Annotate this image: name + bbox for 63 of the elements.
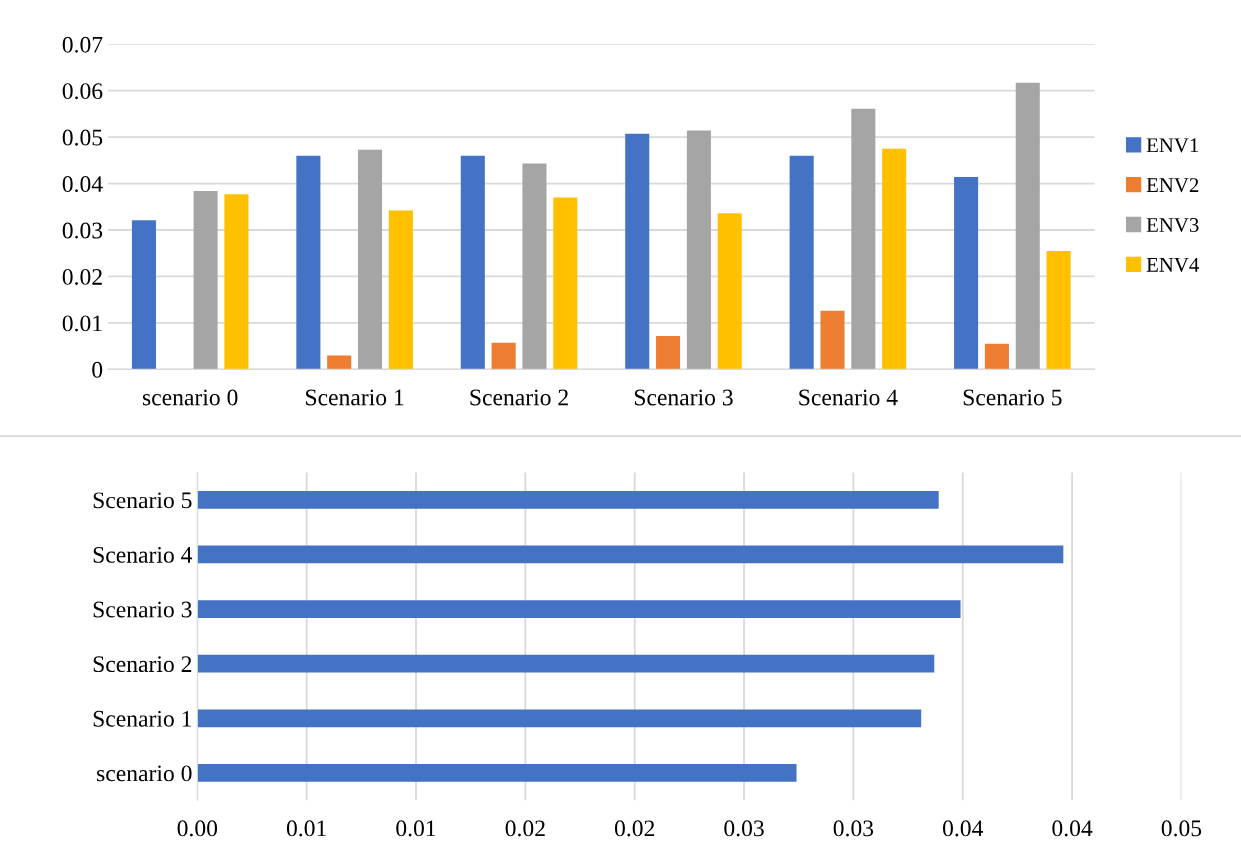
legend-label: ENV1 — [1146, 138, 1199, 153]
bar — [197, 490, 939, 509]
legend-label: ENV3 — [1146, 217, 1199, 233]
bar — [197, 764, 797, 782]
y-tick-label: 0.06 — [62, 83, 103, 100]
bar — [522, 163, 547, 370]
y-tick-label: Scenario 1 — [93, 710, 192, 727]
x-tick-label: 0.01 — [396, 820, 436, 837]
bar — [686, 130, 711, 370]
bar — [625, 133, 650, 370]
legend-label: ENV2 — [1146, 178, 1199, 193]
bar — [851, 108, 876, 370]
bar — [388, 210, 413, 370]
x-tick-label: 0.02 — [505, 820, 545, 837]
y-tick-label: 0.04 — [62, 176, 103, 193]
y-tick-label: 0.07 — [62, 36, 103, 53]
x-tick-label: 0.03 — [724, 820, 764, 837]
x-tick-label: Scenario 1 — [306, 389, 404, 406]
bar — [193, 190, 218, 370]
y-tick-label: scenario 0 — [97, 765, 192, 782]
y-tick-label: 0.05 — [62, 129, 103, 146]
x-tick-label: 0.04 — [1052, 820, 1093, 837]
legend-label: ENV4 — [1146, 257, 1199, 272]
y-tick-label: 0.02 — [62, 268, 102, 285]
bar — [820, 310, 845, 370]
x-tick-label: 0.05 — [1161, 820, 1202, 837]
y-tick-label: Scenario 2 — [93, 656, 192, 673]
x-tick-label: 0.02 — [614, 820, 655, 837]
bar — [131, 220, 156, 370]
bar — [197, 654, 935, 673]
bar — [197, 709, 922, 728]
x-tick-label: 0.04 — [942, 820, 984, 837]
bar — [882, 148, 907, 370]
bar — [197, 600, 961, 618]
y-tick-label: 0.03 — [62, 222, 103, 239]
x-tick-label: Scenario 2 — [470, 389, 568, 406]
bar — [1046, 250, 1071, 370]
bar — [327, 355, 352, 370]
bar — [717, 213, 742, 370]
x-tick-label: 0.00 — [177, 820, 218, 837]
bar — [553, 197, 578, 370]
bar — [296, 155, 321, 370]
bar — [491, 342, 516, 370]
bar — [224, 194, 249, 370]
bar — [460, 155, 485, 370]
bar — [789, 155, 814, 370]
x-tick-label: Scenario 4 — [799, 389, 898, 406]
bar — [197, 545, 1064, 564]
bar — [656, 335, 681, 370]
bar — [954, 177, 979, 370]
x-tick-label: 0.03 — [833, 820, 874, 837]
y-tick-label: Scenario 5 — [93, 492, 192, 509]
x-tick-label: 0.01 — [286, 820, 326, 837]
y-tick-label: Scenario 3 — [93, 601, 192, 618]
bar — [984, 343, 1009, 370]
bar — [1015, 82, 1040, 370]
y-tick-label: 0 — [92, 361, 103, 378]
x-tick-label: Scenario 3 — [634, 389, 733, 406]
bar — [358, 149, 383, 370]
y-tick-label: 0.01 — [62, 315, 102, 332]
y-tick-label: Scenario 4 — [93, 547, 193, 563]
x-tick-label: scenario 0 — [142, 389, 238, 406]
x-tick-label: Scenario 5 — [963, 389, 1062, 406]
